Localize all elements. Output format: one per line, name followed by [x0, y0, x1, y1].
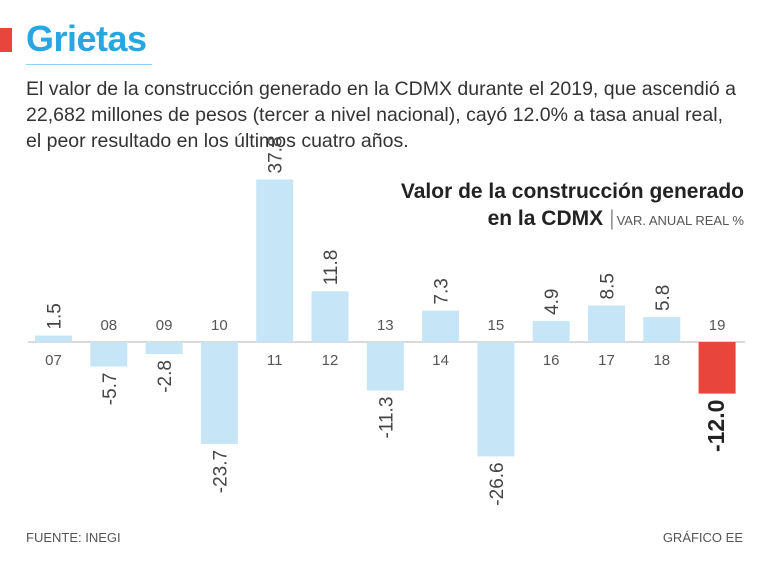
title-underline [26, 64, 152, 65]
value-label-16: 4.9 [542, 289, 563, 315]
bar-14 [422, 310, 460, 342]
value-label-09: -2.8 [155, 360, 176, 393]
category-label-11: 11 [267, 352, 283, 369]
value-label-14: 7.3 [432, 278, 453, 304]
graphic-credit: GRÁFICO EE [662, 530, 743, 545]
category-label-19: 19 [709, 317, 726, 334]
bar-10 [200, 342, 238, 444]
category-label-17: 17 [598, 352, 615, 369]
category-label-18: 18 [653, 352, 670, 369]
category-label-10: 10 [211, 317, 228, 334]
chart-title-line2: en la CDMX [487, 207, 604, 230]
category-label-07: 07 [45, 352, 62, 369]
bar-12 [311, 291, 349, 342]
bar-08 [90, 342, 128, 367]
accent-bar [0, 28, 12, 52]
value-label-13: -11.3 [376, 397, 397, 439]
chart-title: Valor de la construcción generado en la … [400, 180, 744, 230]
category-label-15: 15 [488, 317, 505, 334]
chart-title-line1: Valor de la construcción generado [400, 180, 744, 203]
value-label-11: 37.8 [266, 136, 287, 173]
category-label-14: 14 [432, 352, 449, 369]
category-label-09: 09 [156, 317, 173, 334]
value-label-12: 11.8 [321, 250, 342, 286]
bar-17 [588, 305, 625, 342]
intro-paragraph: El valor de la construcción generado en … [26, 78, 737, 152]
value-label-07: 1.5 [45, 303, 66, 329]
category-label-12: 12 [322, 352, 339, 369]
bar-07 [35, 335, 72, 342]
value-label-19: -12.0 [703, 400, 729, 452]
bar-11 [256, 179, 294, 342]
value-label-18: 5.8 [653, 285, 674, 311]
bar-19 [698, 342, 736, 394]
category-label-13: 13 [377, 317, 394, 334]
chart-subtitle: VAR. ANUAL REAL % [616, 213, 744, 228]
category-label-16: 16 [543, 352, 560, 369]
bar-13 [366, 342, 404, 391]
value-label-08: -5.7 [100, 373, 121, 406]
source-note: FUENTE: INEGI [26, 530, 121, 545]
value-label-10: -23.7 [210, 450, 231, 493]
category-label-08: 08 [100, 317, 117, 334]
value-label-15: -26.6 [487, 462, 508, 505]
bar-09 [145, 342, 183, 355]
bar-16 [532, 320, 570, 342]
value-label-17: 8.5 [598, 273, 619, 299]
bar-18 [643, 317, 681, 342]
section-title: Grietas [26, 18, 147, 59]
bar-15 [477, 342, 515, 457]
